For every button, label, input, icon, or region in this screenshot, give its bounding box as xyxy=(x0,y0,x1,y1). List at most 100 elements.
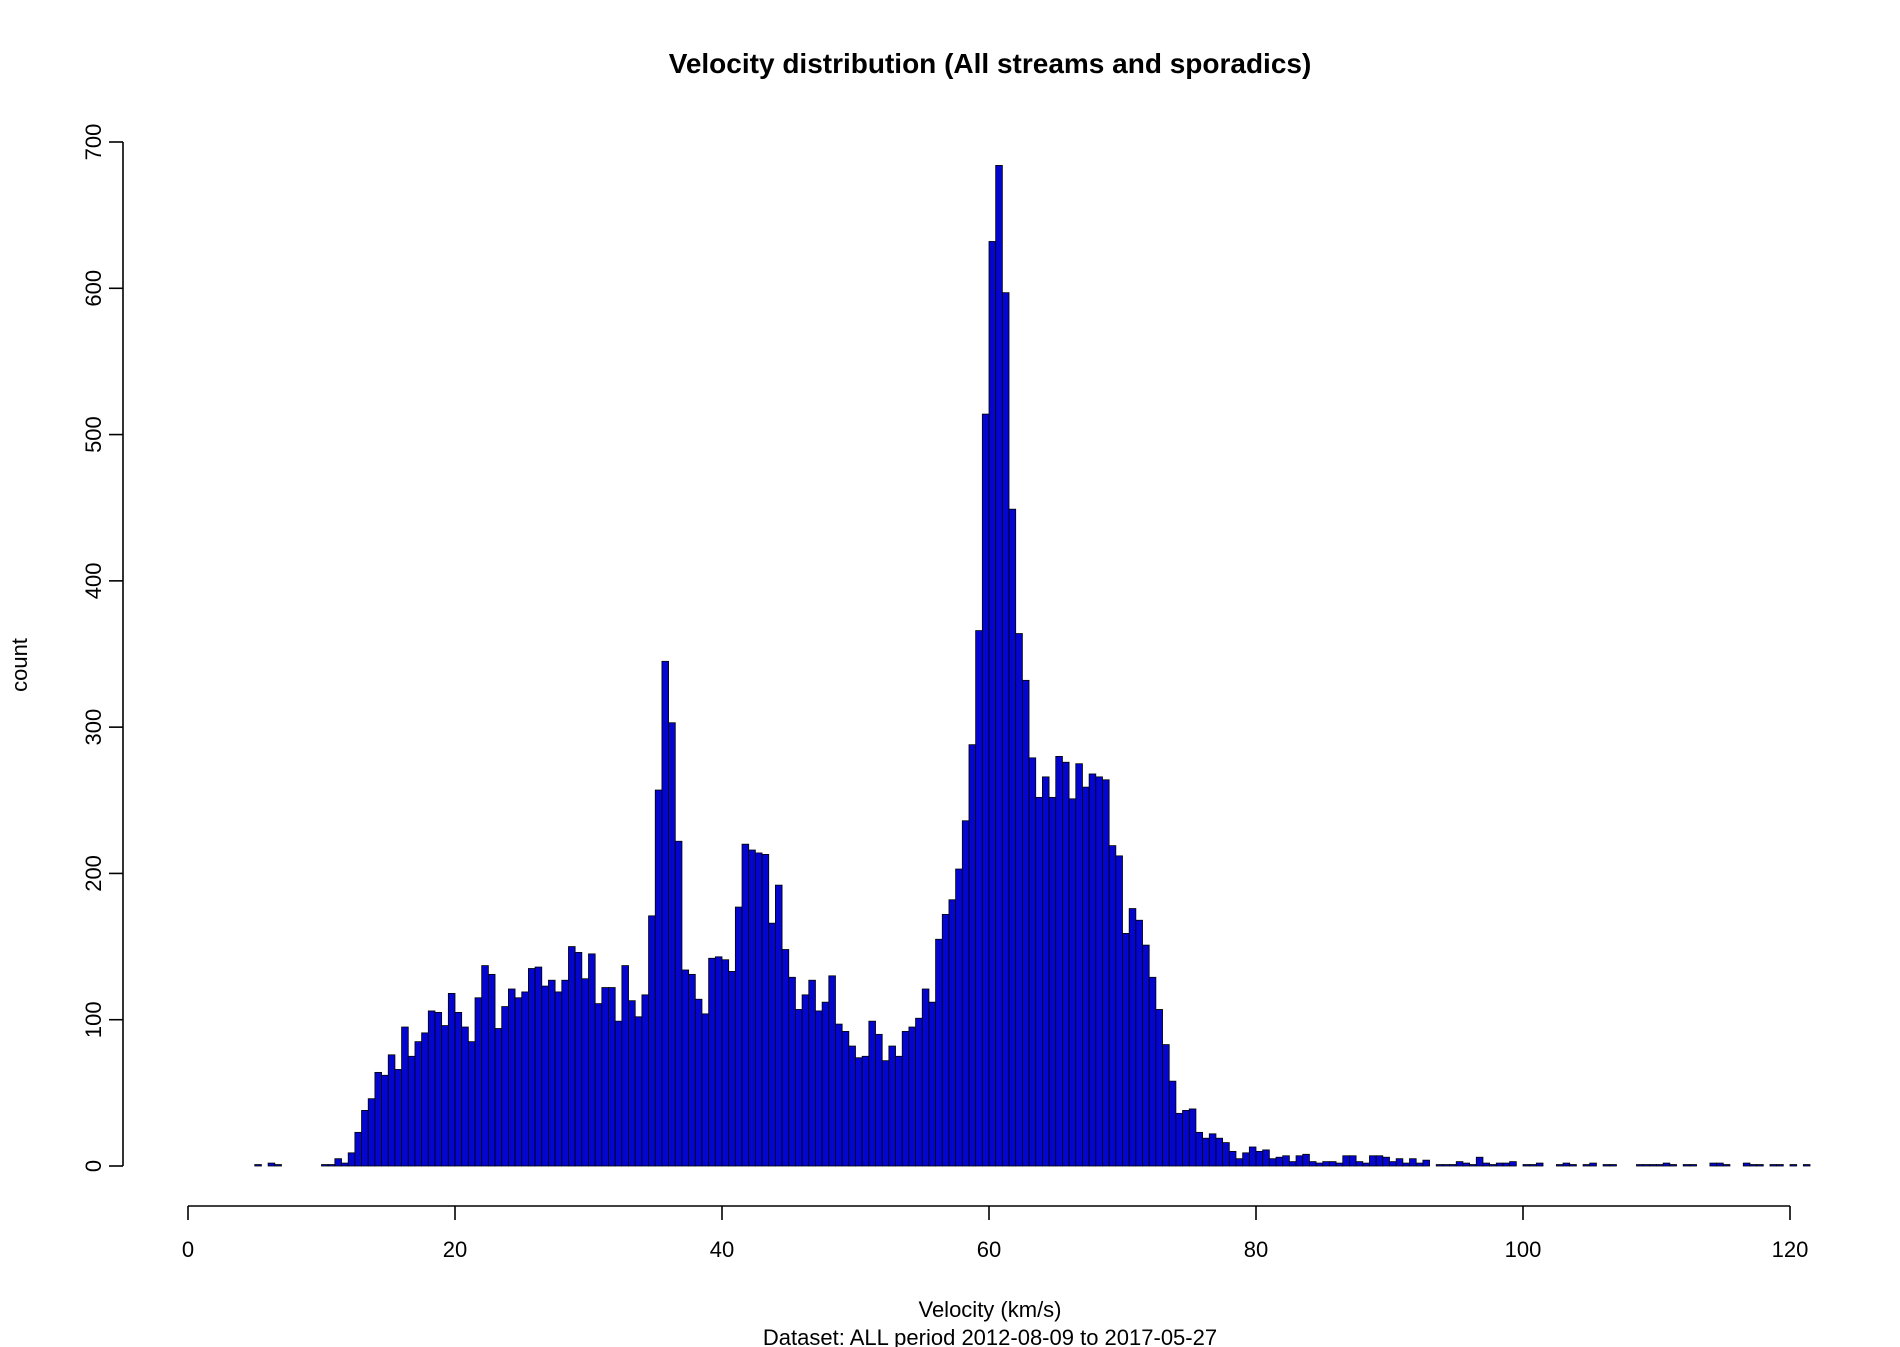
histogram-bar xyxy=(1355,1161,1364,1167)
histogram-bar xyxy=(1462,1162,1471,1167)
histogram-bar xyxy=(267,1162,276,1167)
y-axis-label: count xyxy=(7,638,32,692)
histogram-bar xyxy=(1188,1108,1197,1167)
histogram-bar xyxy=(387,1054,396,1167)
histogram-bar xyxy=(1402,1162,1410,1167)
histogram-bar xyxy=(728,971,736,1167)
histogram-bar xyxy=(1235,1158,1244,1167)
histogram-bar xyxy=(881,1060,890,1167)
histogram-bar xyxy=(1369,1155,1377,1167)
histogram-bar xyxy=(274,1164,282,1167)
histogram-bar xyxy=(1362,1162,1370,1167)
histogram-bar xyxy=(1475,1156,1484,1167)
histogram-bar xyxy=(841,1031,850,1167)
histogram-bar xyxy=(1055,756,1063,1167)
histogram-bar xyxy=(648,915,656,1167)
histogram-bar xyxy=(754,852,763,1167)
histogram-bar xyxy=(1295,1155,1304,1167)
x-axis: 0 20 40 60 80 100 120 xyxy=(182,1205,1809,1262)
histogram-bar xyxy=(581,978,589,1167)
histogram-bar xyxy=(734,906,743,1167)
histogram-bar xyxy=(1148,976,1157,1167)
x-axis-label: Velocity (km/s) xyxy=(918,1297,1061,1322)
histogram-bar xyxy=(761,854,770,1167)
histogram-bar xyxy=(1609,1164,1617,1167)
y-tick-label: 300 xyxy=(81,709,106,746)
histogram-bar xyxy=(521,991,529,1167)
histogram-bar xyxy=(995,165,1003,1167)
histogram-bar xyxy=(654,789,663,1167)
y-axis: 0 100 200 300 400 500 600 700 xyxy=(81,124,124,1172)
x-tick-label: 120 xyxy=(1772,1237,1809,1262)
y-tick-label: 200 xyxy=(81,855,106,892)
histogram-bar xyxy=(254,1164,262,1167)
histogram-bar xyxy=(1122,933,1130,1167)
histogram-bar xyxy=(981,413,990,1167)
histogram-bar xyxy=(1522,1164,1531,1167)
histogram-bar xyxy=(1502,1162,1511,1167)
histogram-bar xyxy=(921,988,930,1167)
histogram-bar xyxy=(507,988,516,1167)
histogram-bar xyxy=(1215,1137,1224,1167)
histogram-bar xyxy=(1015,633,1023,1167)
histogram-bar xyxy=(407,1055,416,1167)
x-tick-label: 80 xyxy=(1244,1237,1268,1262)
histogram-bar xyxy=(1709,1162,1717,1167)
histogram-bar xyxy=(1415,1162,1424,1167)
histogram-bar xyxy=(1602,1164,1611,1167)
histogram-bar xyxy=(828,975,836,1167)
histogram-bar xyxy=(461,1026,469,1167)
histogram-bar xyxy=(1275,1156,1284,1167)
histogram-bar xyxy=(674,840,683,1167)
histogram-bar xyxy=(1682,1164,1691,1167)
histogram-bar xyxy=(795,1009,803,1167)
histogram-bar xyxy=(1535,1162,1544,1167)
histogram-bar xyxy=(1509,1161,1517,1167)
histogram-bar xyxy=(1649,1164,1657,1167)
histogram-bar xyxy=(1115,855,1123,1167)
histogram-bar xyxy=(1422,1159,1430,1167)
histogram-bar xyxy=(1228,1150,1237,1167)
histogram-bar xyxy=(588,953,596,1167)
histogram-bar xyxy=(1068,798,1077,1167)
histogram-bar xyxy=(1042,776,1050,1167)
histogram-bar xyxy=(1001,292,1010,1167)
histogram-bars xyxy=(254,165,1811,1167)
histogram-bar xyxy=(1222,1142,1230,1167)
histogram-bar xyxy=(1669,1164,1677,1167)
y-tick-label: 500 xyxy=(81,416,106,453)
histogram-bar xyxy=(601,987,609,1167)
histogram-bar xyxy=(1128,908,1137,1167)
histogram-bar xyxy=(1195,1131,1204,1167)
histogram-bar xyxy=(1776,1164,1784,1167)
histogram-bar xyxy=(1382,1156,1390,1167)
y-tick-label: 0 xyxy=(81,1160,106,1172)
histogram-bar xyxy=(1175,1112,1183,1167)
histogram-bar xyxy=(768,922,776,1167)
histogram-bar xyxy=(1021,679,1030,1167)
histogram-bar xyxy=(1028,757,1037,1167)
histogram-bar xyxy=(788,976,796,1167)
histogram-bar xyxy=(474,997,483,1167)
histogram-bar xyxy=(941,913,950,1167)
histogram-bar xyxy=(361,1110,369,1167)
histogram-bar xyxy=(1389,1161,1397,1167)
chart-title: Velocity distribution (All streams and s… xyxy=(669,48,1312,79)
x-tick-label: 0 xyxy=(182,1237,194,1262)
histogram-bar xyxy=(955,868,963,1167)
histogram-bar xyxy=(961,820,970,1167)
histogram-bar xyxy=(347,1152,356,1167)
histogram-bar xyxy=(855,1057,863,1167)
histogram-bar xyxy=(928,1001,936,1167)
histogram-bar xyxy=(1589,1162,1597,1167)
histogram-bar xyxy=(1489,1164,1497,1167)
histogram-bar xyxy=(1108,845,1117,1167)
histogram-bar xyxy=(1282,1155,1290,1167)
histogram-bar xyxy=(1208,1133,1217,1167)
histogram-bar xyxy=(915,1017,923,1167)
histogram-bar xyxy=(975,630,983,1167)
histogram-bar xyxy=(1155,1009,1163,1167)
histogram-bar xyxy=(1048,796,1057,1167)
histogram-bar xyxy=(815,1010,823,1167)
histogram-bar xyxy=(1075,763,1083,1167)
